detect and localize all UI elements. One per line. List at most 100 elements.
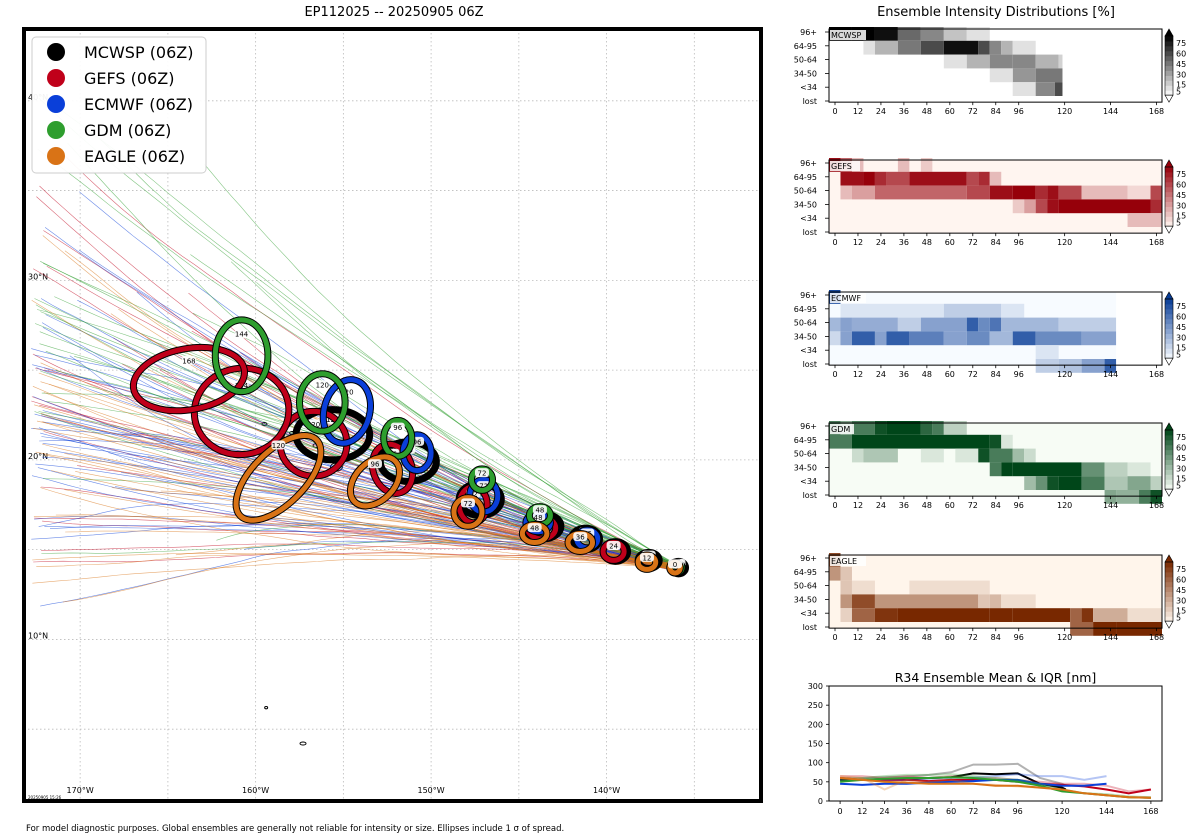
lat-tick-label: 10°N: [28, 631, 48, 640]
intensity-x-tick-label: 12: [853, 501, 863, 510]
heat-cell: [851, 421, 875, 435]
intensity-row-label: 34-50: [794, 200, 817, 209]
colorbar-band: [1165, 40, 1173, 47]
intensity-row-label: lost: [803, 228, 817, 237]
ellipse-label: 48: [532, 505, 547, 515]
colorbar-tick-label: 45: [1176, 323, 1186, 332]
r34-iqr-line: [840, 762, 1067, 787]
ellipse-label-bg: [181, 355, 196, 365]
intensity-x-tick-label: 48: [922, 107, 932, 116]
heat-cell: [1001, 317, 1059, 332]
ellipse-hour-label: 168: [182, 357, 195, 365]
heat-cell: [966, 317, 979, 332]
ensemble-track: [51, 470, 680, 565]
colorbar-tick-label: 60: [1176, 180, 1186, 189]
legend-swatch: [47, 69, 65, 87]
r34-y-tick-label: 300: [808, 682, 823, 691]
panel-name: ECMWF: [831, 294, 861, 303]
colorbar-arrow-top: [1164, 159, 1174, 168]
heat-cell: [909, 580, 990, 595]
colorbar-band: [1165, 343, 1173, 349]
heat-cell: [863, 171, 875, 186]
ellipse-label-bg: [234, 329, 249, 339]
intensity-x-tick-label: 72: [968, 238, 978, 247]
ellipse-hour-label: 48: [534, 514, 543, 522]
heat-cell: [1081, 462, 1105, 477]
colorbar-band: [1165, 449, 1173, 456]
r34-y-tick-label: 150: [808, 740, 823, 749]
colorbar-band: [1165, 323, 1173, 330]
heat-cell: [1058, 185, 1082, 200]
heat-cell: [1035, 54, 1059, 69]
intensity-row-label: lost: [803, 623, 817, 632]
panel-name-bg: [830, 293, 866, 303]
legend-box: [31, 36, 207, 174]
heat-cell: [978, 317, 990, 332]
heat-cell: [1035, 199, 1048, 214]
colorbar-band: [1165, 586, 1173, 593]
colorbar-band: [1165, 616, 1173, 622]
heat-cell: [840, 580, 852, 595]
colorbar-band: [1165, 611, 1173, 617]
heat-cell: [851, 594, 875, 609]
heat-cell: [1012, 608, 1071, 622]
intensity-x-tick-label: 168: [1149, 370, 1164, 379]
heat-cell: [966, 171, 979, 186]
colorbar-tick-label: 60: [1176, 312, 1186, 321]
heat-cell: [943, 54, 967, 69]
colorbar-tick-label: 15: [1176, 475, 1186, 484]
intensity-x-tick-label: 72: [968, 107, 978, 116]
heat-cell: [829, 331, 841, 346]
colorbar-band: [1165, 562, 1173, 568]
forecast-ellipses: 0122436487296120024487296120144168036487…: [129, 316, 690, 578]
heat-cell: [851, 608, 875, 622]
colorbar-band: [1165, 201, 1173, 207]
heat-cell: [920, 40, 944, 55]
heat-cell: [966, 54, 990, 69]
heat-cell: [1001, 594, 1036, 609]
ensemble-track: [37, 148, 677, 570]
panel-name-bg: [830, 161, 860, 171]
heat-cell: [897, 40, 921, 55]
intensity-x-tick-label: 84: [991, 633, 1001, 642]
heat-cell: [920, 27, 944, 41]
intensity-x-tick-label: 36: [899, 107, 909, 116]
legend-entry: MCWSP (06Z): [84, 43, 194, 62]
legend-swatch: [47, 95, 65, 113]
heat-cell: [1139, 490, 1151, 504]
r34-x-tick-label: 144: [1099, 807, 1114, 816]
heat-cell: [1047, 185, 1059, 200]
heat-cell: [897, 317, 921, 332]
ellipse-fill: [381, 417, 415, 459]
heat-cell: [874, 331, 887, 346]
ellipse-hour-label: 96: [413, 438, 422, 446]
heat-cell: [840, 331, 852, 346]
intensity-row-label: 34-50: [794, 463, 817, 472]
intensity-x-tick-label: 144: [1103, 633, 1118, 642]
heat-cell: [920, 317, 967, 332]
colorbar-band: [1165, 479, 1173, 485]
heat-cell: [978, 448, 990, 463]
ensemble-track: [64, 489, 681, 571]
colorbar-band: [1165, 581, 1173, 588]
forecast-ellipse: [232, 431, 325, 524]
r34-x-tick-label: 96: [1013, 807, 1023, 816]
heat-cell: [886, 331, 910, 346]
heat-cell: [943, 27, 967, 41]
colorbar-band: [1165, 576, 1173, 583]
heat-cell: [1058, 54, 1063, 69]
ellipse-label: 96: [367, 459, 382, 469]
heat-cell: [955, 448, 979, 463]
heat-cell: [943, 421, 967, 435]
intensity-x-tick-label: 120: [1057, 633, 1072, 642]
ensemble-track: [38, 93, 677, 565]
panel-frame: [828, 291, 1163, 366]
intensity-row-label: 34-50: [794, 69, 817, 78]
track-map: 170°W160°W150°W140°W10°N20°N30°N40°N0122…: [22, 27, 763, 803]
colorbar-band: [1165, 313, 1173, 320]
r34-mean-line: [840, 777, 1151, 799]
heat-cell: [1081, 331, 1117, 346]
colorbar-band: [1165, 308, 1173, 315]
ellipse-fill: [451, 495, 485, 529]
heat-cell: [874, 594, 979, 609]
